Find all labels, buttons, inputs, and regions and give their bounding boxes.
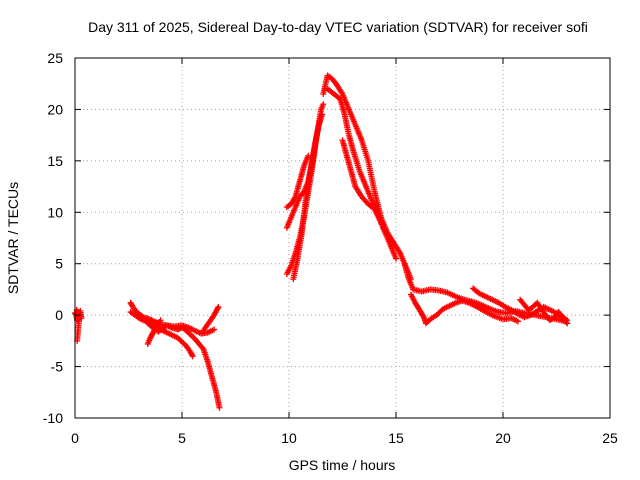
series-t8 bbox=[283, 132, 320, 231]
series-t0 bbox=[72, 307, 85, 344]
data-point bbox=[320, 101, 327, 108]
data-points bbox=[72, 72, 571, 411]
x-tick-label: 20 bbox=[495, 430, 511, 446]
data-point bbox=[305, 152, 312, 159]
series-t5 bbox=[144, 317, 164, 347]
series-t2 bbox=[127, 309, 196, 360]
data-point bbox=[564, 317, 571, 324]
y-tick-label: 5 bbox=[55, 256, 63, 272]
x-tick-label: 0 bbox=[71, 430, 79, 446]
y-tick-label: 25 bbox=[47, 50, 63, 66]
data-point bbox=[382, 229, 389, 236]
data-point bbox=[216, 404, 223, 411]
data-point bbox=[393, 255, 399, 262]
y-axis-label: SDTVAR / TECUs bbox=[5, 182, 21, 294]
y-tick-label: 15 bbox=[47, 153, 63, 169]
data-point bbox=[215, 303, 222, 310]
y-tick-label: 0 bbox=[55, 307, 63, 323]
data-point bbox=[189, 353, 196, 360]
data-point bbox=[157, 317, 164, 324]
y-tick-label: 10 bbox=[47, 204, 63, 220]
series-t14 bbox=[407, 291, 521, 327]
series-t3 bbox=[146, 322, 223, 411]
data-point bbox=[199, 344, 206, 351]
series-t12 bbox=[339, 137, 389, 236]
axis-ticks: 0 5 10 15 20 25 -10 -5 0 5 10 15 20 25 bbox=[43, 50, 618, 446]
chart-title: Day 311 of 2025, Sidereal Day-to-day VTE… bbox=[88, 19, 588, 35]
data-point bbox=[313, 132, 320, 139]
y-tick-label: 20 bbox=[47, 101, 63, 117]
grid-lines bbox=[75, 58, 610, 418]
x-tick-label: 15 bbox=[388, 430, 404, 446]
data-point bbox=[211, 326, 218, 333]
series-t10 bbox=[320, 72, 414, 283]
data-point bbox=[319, 111, 326, 118]
series-t11 bbox=[324, 85, 399, 262]
x-tick-label: 25 bbox=[602, 430, 618, 446]
data-point bbox=[514, 318, 521, 325]
x-axis-label: GPS time / hours bbox=[289, 457, 396, 473]
series-t9 bbox=[283, 152, 312, 211]
x-tick-label: 5 bbox=[178, 430, 186, 446]
y-tick-label: -5 bbox=[51, 359, 64, 375]
y-tick-label: -10 bbox=[43, 410, 63, 426]
series-t4 bbox=[200, 303, 222, 334]
series-t16 bbox=[517, 296, 571, 324]
plot-frame bbox=[74, 57, 611, 419]
x-tick-label: 10 bbox=[281, 430, 297, 446]
